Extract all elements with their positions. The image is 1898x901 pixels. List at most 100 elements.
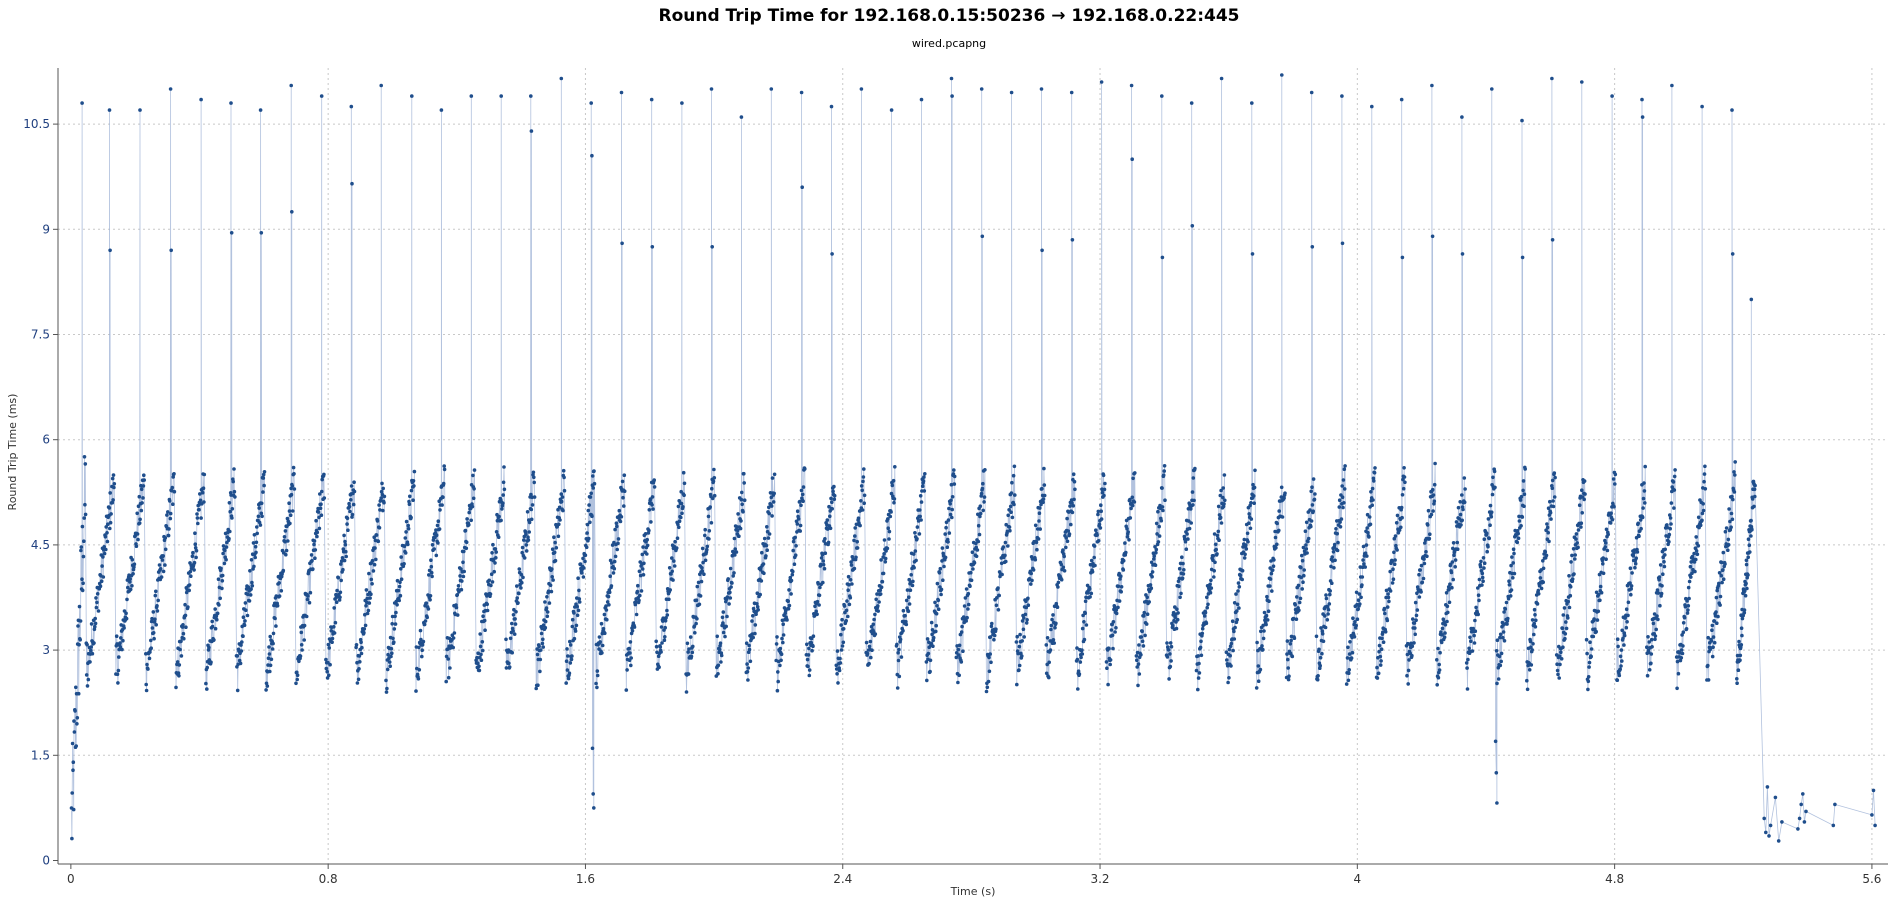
data-point: [1630, 584, 1634, 588]
data-point: [1099, 526, 1103, 530]
data-point: [311, 567, 315, 571]
data-point: [1523, 467, 1527, 471]
data-point: [1068, 532, 1072, 536]
data-point: [1401, 256, 1405, 260]
data-point: [187, 589, 191, 593]
data-point: [593, 482, 597, 486]
data-point: [530, 508, 534, 512]
data-point: [1670, 84, 1674, 88]
data-point: [195, 549, 199, 553]
data-point: [673, 540, 677, 544]
data-point: [581, 557, 585, 561]
data-point: [1537, 589, 1541, 593]
data-point: [1196, 654, 1200, 658]
data-point: [423, 623, 427, 627]
data-point: [1239, 574, 1243, 578]
data-point: [138, 521, 142, 525]
data-point: [717, 664, 721, 668]
data-point: [1461, 508, 1465, 512]
data-point: [779, 659, 783, 663]
data-point: [239, 662, 243, 666]
data-point: [893, 497, 897, 501]
data-point: [417, 677, 421, 681]
data-point: [167, 527, 171, 531]
data-point: [1713, 641, 1717, 645]
data-point: [756, 605, 760, 609]
data-point: [320, 513, 324, 517]
data-point: [295, 678, 299, 682]
data-point: [1499, 664, 1503, 668]
data-point: [1414, 601, 1418, 605]
data-point: [947, 507, 951, 511]
data-point: [1563, 637, 1567, 641]
data-point: [345, 522, 349, 526]
data-point: [1482, 556, 1486, 560]
data-point: [1510, 588, 1514, 592]
data-point: [1660, 592, 1664, 596]
data-point: [1740, 626, 1744, 630]
data-point: [1450, 586, 1454, 590]
data-point: [1872, 789, 1876, 793]
data-point: [131, 572, 135, 576]
data-point: [92, 641, 96, 645]
data-point: [310, 553, 314, 557]
data-point: [1643, 489, 1647, 493]
data-point: [1519, 524, 1523, 528]
data-point: [1592, 617, 1596, 621]
data-point: [1308, 508, 1312, 512]
data-point: [1435, 683, 1439, 687]
data-point: [1544, 550, 1548, 554]
data-point: [390, 622, 394, 626]
data-point: [1293, 636, 1297, 640]
data-point: [1035, 541, 1039, 545]
data-point: [828, 515, 832, 519]
data-point: [489, 592, 493, 596]
data-point: [957, 648, 961, 652]
data-point: [412, 484, 416, 488]
data-point: [71, 768, 75, 772]
data-point: [432, 547, 436, 551]
x-ticks: 0 0.8 1.6 2.4 3.2 4 4.8 5.6: [67, 864, 1881, 886]
data-point: [268, 670, 272, 674]
data-point: [1270, 589, 1274, 593]
data-point: [233, 490, 237, 494]
data-point: [1056, 585, 1060, 589]
data-point: [328, 663, 332, 667]
data-point: [1495, 801, 1499, 805]
data-point: [960, 625, 964, 629]
data-point: [1309, 525, 1313, 529]
data-point: [1008, 525, 1012, 529]
data-point: [638, 594, 642, 598]
data-point: [583, 560, 587, 564]
data-point: [1138, 672, 1142, 676]
data-point: [1323, 614, 1327, 618]
data-point: [710, 487, 714, 491]
data-point: [891, 484, 895, 488]
data-point: [967, 603, 971, 607]
data-point: [1120, 585, 1124, 589]
data-point: [1157, 525, 1161, 529]
data-point: [1495, 649, 1499, 653]
data-point: [1774, 796, 1778, 800]
data-point: [1580, 521, 1584, 525]
data-point: [620, 515, 624, 519]
data-point: [1743, 608, 1747, 612]
data-point: [1295, 595, 1299, 599]
data-point: [770, 504, 774, 508]
data-point: [1448, 601, 1452, 605]
data-point: [1011, 516, 1015, 520]
data-point: [1551, 238, 1555, 242]
data-point: [663, 635, 667, 639]
data-point: [510, 622, 514, 626]
data-point: [228, 530, 232, 534]
data-point: [1212, 569, 1216, 573]
data-point: [368, 596, 372, 600]
data-point: [633, 625, 637, 629]
data-point: [210, 620, 214, 624]
series-points: [70, 73, 1877, 843]
data-point: [224, 558, 228, 562]
data-point: [1221, 486, 1225, 490]
data-point: [74, 744, 78, 748]
data-point: [1681, 652, 1685, 656]
